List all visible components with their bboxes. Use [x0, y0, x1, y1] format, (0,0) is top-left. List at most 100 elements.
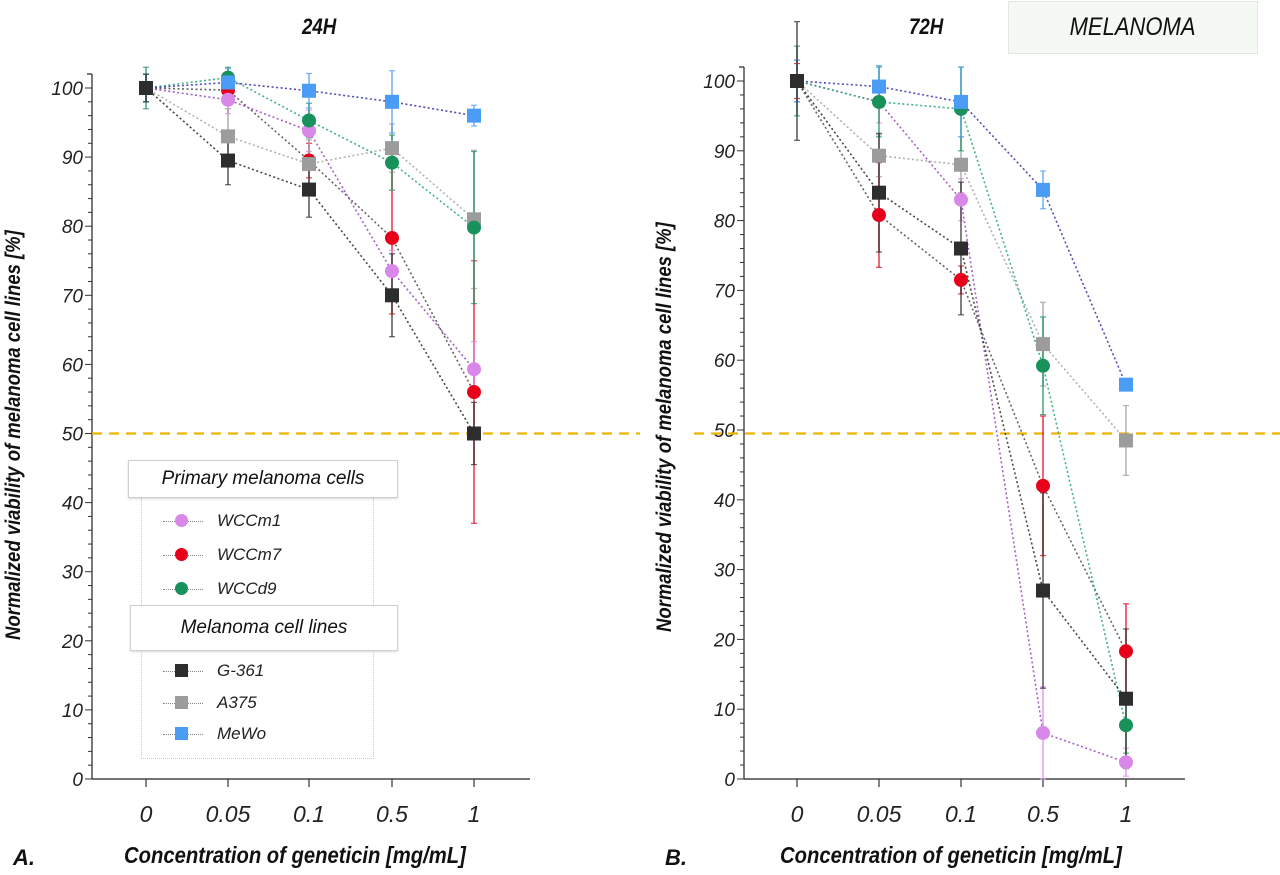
y-tick-label: 40: [714, 491, 736, 512]
data-point-mewo: [467, 108, 481, 123]
series-line-g-361: [145, 87, 475, 434]
legend-group-primary-title: Primary melanoma cells: [128, 460, 398, 498]
data-point-g-361: [954, 241, 968, 256]
legend-label: WCCm7: [217, 545, 282, 564]
legend-item-wccm1: WCCm1: [163, 511, 281, 531]
x-tick-label: 0: [140, 801, 153, 827]
panel-b-xlabel: Concentration of geneticin [mg/mL]: [780, 842, 1122, 868]
y-tick-label: 100: [703, 72, 735, 93]
data-point-wccm7: [385, 230, 399, 245]
data-point-wccd9: [467, 220, 481, 235]
data-point-wccd9: [1119, 718, 1133, 733]
x-tick-label: 0.5: [1027, 801, 1059, 827]
data-point-a375: [1119, 433, 1133, 448]
panel-a-chart: 0 10 20 30 40 50 60 70 80 90 100 0 0.05 0.1 0.5 1: [51, 66, 640, 827]
x-tick-label: 0.05: [857, 801, 902, 827]
data-point-a375: [385, 141, 399, 156]
y-tick-label: 30: [714, 561, 736, 582]
x-tick-label: 1: [1120, 801, 1133, 827]
circle-marker-icon: [175, 514, 188, 527]
y-tick-label: 40: [62, 494, 84, 515]
data-point-mewo: [302, 83, 316, 98]
data-point-wccd9: [872, 94, 886, 109]
data-point-wccm7: [954, 272, 968, 287]
data-point-wccm1: [954, 192, 968, 207]
x-tick-label: 0: [791, 801, 804, 827]
legend-item-wccd9: WCCd9: [163, 579, 277, 599]
y-tick-label: 60: [714, 351, 736, 372]
data-point-g-361: [302, 182, 316, 197]
legend-item-g361: G-361: [163, 661, 264, 681]
y-tick-label: 100: [51, 79, 83, 100]
panel-a-letter: A.: [13, 845, 35, 870]
axes: 0 10 20 30 40 50 60 70 80 90 100 0 0.05 0.1 0.5 1: [703, 66, 1185, 827]
y-tick-label: 20: [713, 630, 736, 651]
data-point-wccm1: [1036, 725, 1050, 740]
data-point-g-361: [467, 426, 481, 441]
melanoma-badge-label: MELANOMA: [1070, 13, 1196, 41]
y-tick-label: 90: [714, 142, 736, 163]
legend-item-wccm7: WCCm7: [163, 545, 281, 565]
data-point-mewo: [872, 79, 886, 94]
legend-label: G-361: [217, 661, 265, 680]
y-tick-label: 50: [714, 421, 736, 442]
y-tick-label: 80: [714, 212, 736, 233]
melanoma-badge: MELANOMA: [1008, 1, 1258, 54]
data-point-wccm7: [1119, 644, 1133, 659]
data-point-wccm1: [467, 362, 481, 377]
x-tick-label: 0.5: [376, 801, 408, 827]
data-point-wccm7: [872, 208, 886, 223]
axes: 0 10 20 30 40 50 60 70 80 90 100 0 0.05 0.1 0.5 1: [51, 73, 530, 827]
legend-label: MeWo: [217, 724, 267, 743]
legend-group-title-text: Melanoma cell lines: [180, 617, 348, 638]
y-tick-label: 0: [724, 770, 735, 791]
y-tick-label: 10: [62, 701, 84, 722]
panel-a-xlabel: Concentration of geneticin [mg/mL]: [124, 842, 466, 868]
panel-a-title: 24H: [302, 14, 337, 39]
data-point-g-361: [790, 74, 804, 88]
data-point-mewo: [1119, 377, 1133, 392]
legend-label: WCCm1: [217, 511, 282, 530]
series-line-g-361: [796, 80, 1127, 700]
data-point-g-361: [1119, 691, 1133, 706]
data-point-wccd9: [302, 113, 316, 128]
square-marker-icon: [175, 664, 188, 677]
y-tick-label: 20: [61, 632, 84, 653]
data-point-a375: [1036, 337, 1050, 352]
data-point-g-361: [221, 153, 235, 168]
legend-label: WCCd9: [217, 579, 277, 598]
legend-item-a375: A375: [163, 693, 257, 713]
y-tick-label: 80: [62, 217, 84, 238]
circle-marker-icon: [175, 582, 188, 595]
markers: [139, 70, 481, 441]
data-point-wccm7: [1036, 478, 1050, 493]
y-tick-label: 0: [72, 770, 83, 791]
panel-b-chart: 0 10 20 30 40 50 60 70 80 90 100 0 0.05 0.1 0.5 1: [694, 21, 1280, 827]
legend-label: A375: [217, 693, 257, 712]
data-point-wccd9: [385, 155, 399, 170]
data-point-wccm1: [221, 92, 235, 107]
circle-marker-icon: [175, 548, 188, 561]
data-point-mewo: [1036, 182, 1050, 197]
y-tick-label: 50: [62, 425, 84, 446]
data-point-a375: [872, 148, 886, 163]
data-point-mewo: [221, 75, 235, 90]
data-point-a375: [221, 129, 235, 144]
panel-b-title: 72H: [909, 14, 944, 39]
data-point-wccm1: [1119, 755, 1133, 770]
data-point-wccd9: [1036, 358, 1050, 373]
data-point-g-361: [139, 81, 153, 95]
y-tick-label: 60: [62, 355, 84, 376]
markers: [790, 74, 1133, 770]
series-line-mewo: [796, 80, 1127, 385]
x-tick-label: 0.05: [206, 801, 251, 827]
square-marker-icon: [175, 696, 188, 709]
y-tick-label: 70: [62, 286, 84, 307]
y-tick-label: 10: [714, 700, 736, 721]
x-tick-label: 0.1: [945, 801, 977, 827]
square-marker-icon: [175, 727, 188, 740]
error-bars: [794, 21, 1129, 780]
legend-item-mewo: MeWo: [163, 724, 266, 744]
x-tick-label: 1: [468, 801, 481, 827]
